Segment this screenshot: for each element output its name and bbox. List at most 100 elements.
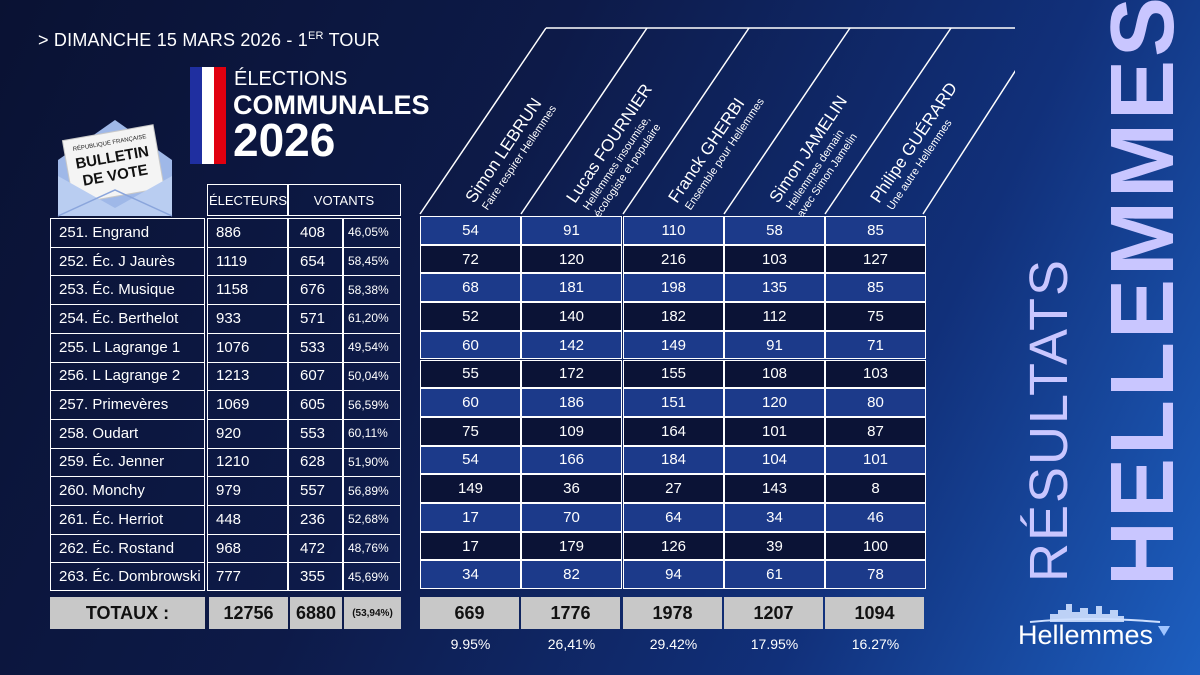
candidate-vote-cell: 179 bbox=[521, 531, 622, 561]
candidate-vote-cell: 75 bbox=[420, 416, 521, 446]
participation-value: 48,76% bbox=[348, 541, 389, 556]
candidate-vote-cell: 87 bbox=[825, 416, 926, 446]
date-prefix: > DIMANCHE 15 MARS 2026 - 1 bbox=[38, 30, 308, 50]
votants-value: 607 bbox=[300, 367, 326, 385]
header-slant-line bbox=[622, 27, 750, 215]
votants-value: 654 bbox=[300, 252, 326, 270]
candidate-vote-cell: 184 bbox=[623, 445, 724, 475]
candidate-vote-cell: 151 bbox=[623, 388, 724, 417]
row-divider bbox=[50, 332, 205, 334]
candidate-share: 26,41% bbox=[547, 636, 596, 652]
row-divider bbox=[207, 533, 401, 535]
participation-value: 61,20% bbox=[348, 311, 389, 326]
candidate-vote-cell: 61 bbox=[724, 560, 825, 590]
candidate-total: 1776 bbox=[521, 597, 620, 629]
electeurs-value: 1069 bbox=[216, 396, 250, 414]
row-divider bbox=[50, 390, 205, 392]
participation-value: 49,54% bbox=[348, 340, 389, 355]
electeurs-value: 1076 bbox=[216, 338, 250, 356]
participation-value: 56,89% bbox=[348, 483, 389, 498]
electeurs-value: 933 bbox=[216, 309, 242, 327]
candidate-vote-cell: 58 bbox=[724, 216, 825, 245]
counts-column-box bbox=[207, 218, 401, 592]
candidate-vote-cell: 112 bbox=[724, 302, 825, 331]
totals-votants: 6880 bbox=[290, 597, 342, 629]
bureau-name: 262. Éc. Rostand bbox=[59, 539, 175, 557]
electeurs-value: 1158 bbox=[216, 281, 249, 299]
candidate-vote-cell: 36 bbox=[521, 474, 622, 503]
candidate-vote-cell: 91 bbox=[521, 216, 622, 245]
bureau-name: 259. Éc. Jenner bbox=[59, 453, 165, 471]
candidate-vote-cell: 78 bbox=[825, 560, 926, 590]
candidate-vote-cell: 155 bbox=[623, 359, 724, 389]
row-divider bbox=[50, 505, 205, 506]
participation-value: 45,69% bbox=[348, 569, 389, 584]
bureau-name: 256. L Lagrange 2 bbox=[59, 367, 181, 385]
participation-value: 56,59% bbox=[348, 397, 389, 412]
candidate-vote-cell: 135 bbox=[724, 273, 825, 303]
candidate-vote-cell: 54 bbox=[420, 216, 521, 245]
french-flag-icon bbox=[190, 67, 226, 164]
logo-mark-icon bbox=[1158, 626, 1170, 636]
bureau-name: 263. Éc. Dombrowski bbox=[59, 568, 201, 586]
candidate-vote-cell: 85 bbox=[825, 216, 926, 245]
header-votants: VOTANTS bbox=[287, 184, 401, 216]
votants-value: 628 bbox=[300, 453, 326, 471]
candidate-vote-cell: 46 bbox=[825, 503, 926, 532]
hellemmes-logo: Hellemmes bbox=[1010, 600, 1175, 658]
side-title-city: HELLEMMES bbox=[1093, 0, 1193, 586]
votants-value: 605 bbox=[300, 396, 326, 414]
column-divider bbox=[287, 218, 289, 592]
row-divider bbox=[207, 275, 401, 277]
candidate-share: 29.42% bbox=[649, 636, 698, 652]
logo-text: Hellemmes bbox=[1018, 620, 1154, 650]
bureau-name: 257. Primevères bbox=[59, 396, 169, 414]
candidate-vote-cell: 17 bbox=[420, 531, 521, 561]
electeurs-value: 979 bbox=[216, 482, 242, 500]
candidate-vote-cell: 164 bbox=[623, 416, 724, 446]
candidate-vote-cell: 64 bbox=[623, 503, 724, 532]
header-slant-line bbox=[922, 70, 1015, 215]
candidate-vote-cell: 94 bbox=[623, 560, 724, 590]
candidate-vote-cell: 109 bbox=[521, 416, 622, 446]
date-suffix: TOUR bbox=[323, 30, 381, 50]
candidate-vote-cell: 60 bbox=[420, 330, 521, 360]
candidate-vote-cell: 39 bbox=[724, 531, 825, 561]
candidate-vote-cell: 198 bbox=[623, 273, 724, 303]
participation-value: 52,68% bbox=[348, 512, 389, 527]
candidate-vote-cell: 142 bbox=[521, 330, 622, 360]
votants-value: 571 bbox=[300, 309, 326, 327]
candidate-vote-cell: 126 bbox=[623, 531, 724, 561]
candidate-vote-cell: 100 bbox=[825, 531, 926, 561]
candidate-vote-cell: 91 bbox=[724, 330, 825, 360]
row-divider bbox=[50, 304, 205, 306]
candidate-vote-cell: 120 bbox=[724, 388, 825, 417]
row-divider bbox=[207, 505, 401, 506]
bureau-name: 252. Éc. J Jaurès bbox=[59, 252, 175, 270]
row-divider bbox=[50, 361, 205, 363]
candidate-vote-cell: 82 bbox=[521, 560, 622, 590]
candidate-total: 669 bbox=[420, 597, 519, 629]
candidate-name: Philipe GUÉRARD bbox=[867, 79, 961, 206]
candidate-vote-cell: 72 bbox=[420, 244, 521, 274]
row-divider bbox=[50, 533, 205, 535]
candidate-vote-cell: 101 bbox=[724, 416, 825, 446]
candidate-vote-cell: 68 bbox=[420, 273, 521, 303]
votants-value: 557 bbox=[300, 482, 326, 500]
candidate-vote-cell: 34 bbox=[724, 503, 825, 532]
votants-value: 236 bbox=[300, 510, 326, 528]
participation-value: 58,38% bbox=[348, 282, 389, 297]
candidate-vote-cell: 127 bbox=[825, 244, 926, 274]
participation-value: 60,11% bbox=[348, 426, 388, 441]
electeurs-value: 448 bbox=[216, 510, 242, 528]
votants-value: 533 bbox=[300, 338, 326, 356]
row-divider bbox=[207, 418, 401, 420]
candidate-total: 1207 bbox=[724, 597, 823, 629]
bureau-name: 253. Éc. Musique bbox=[59, 281, 175, 299]
candidate-vote-cell: 181 bbox=[521, 273, 622, 303]
candidate-total: 1978 bbox=[623, 597, 722, 629]
